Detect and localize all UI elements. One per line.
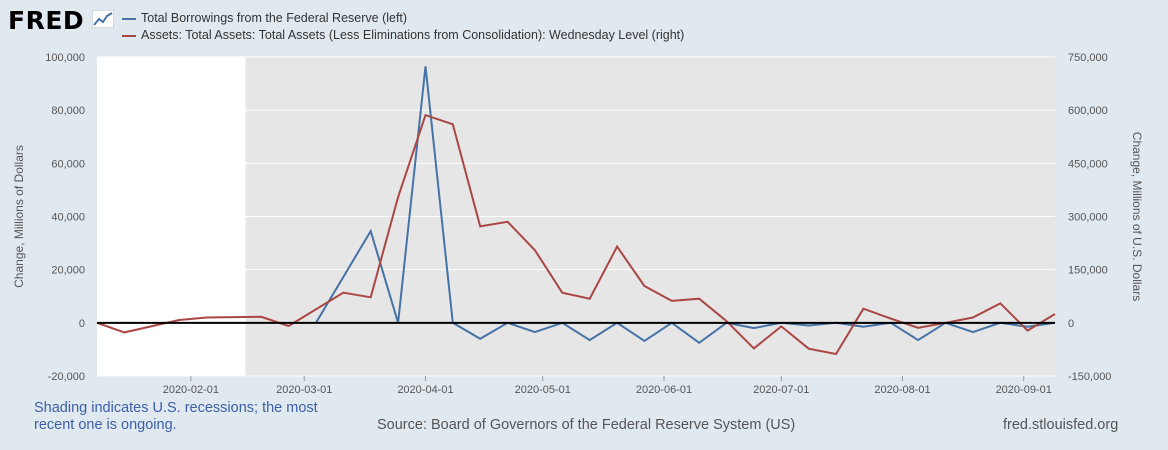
y-tick-right: -150,000 [1068, 371, 1111, 383]
y-tick-right: 300,000 [1068, 212, 1108, 224]
data-point-total-assets [260, 316, 262, 318]
fred-logo[interactable]: FRED [8, 6, 84, 36]
data-point-total-assets [999, 302, 1001, 304]
data-point-borrowings [917, 339, 919, 341]
chart: 100,000 750,000 80,000 600,000 60,000 450,000… [12, 52, 1144, 396]
legend-label-total-assets: Assets: Total Assets: Total Assets (Less… [141, 28, 685, 42]
legend-item-borrowings[interactable]: Total Borrowings from the Federal Reserv… [122, 10, 684, 27]
data-point-total-assets [616, 246, 618, 248]
data-point-total-assets [561, 292, 563, 294]
data-point-total-assets [370, 296, 372, 298]
y-tick-right: 0 [1068, 318, 1074, 330]
data-point-total-assets [1054, 313, 1056, 315]
data-point-total-assets [397, 196, 399, 198]
data-point-total-assets [123, 331, 125, 333]
legend-swatch-blue [122, 17, 136, 20]
data-point-total-assets [643, 285, 645, 287]
y-tick-right: 450,000 [1068, 158, 1108, 170]
x-tick-label: 2020-07-01 [753, 384, 809, 396]
data-point-borrowings [534, 331, 536, 333]
source-text: Source: Board of Governors of the Federa… [377, 417, 796, 433]
legend: Total Borrowings from the Federal Reserv… [122, 10, 684, 44]
data-point-total-assets [507, 221, 509, 223]
data-point-total-assets [835, 353, 837, 355]
data-point-borrowings [370, 230, 372, 232]
data-point-borrowings [862, 326, 864, 328]
series-line-total-assets [96, 113, 1056, 356]
fred-chart-icon [92, 10, 114, 28]
x-tick-label: 2020-09-01 [996, 384, 1052, 396]
data-point-total-assets [726, 320, 728, 322]
data-point-total-assets [808, 348, 810, 350]
data-point-total-assets [178, 319, 180, 321]
legend-swatch-red [122, 34, 136, 37]
y-tick-left: 40,000 [51, 212, 85, 224]
x-tick-label: 2020-08-01 [874, 384, 930, 396]
data-point-total-assets [671, 300, 673, 302]
data-point-borrowings [753, 327, 755, 329]
y-tick-right: 150,000 [1068, 265, 1108, 277]
recession-note: Shading indicates U.S. recessions; the m… [34, 400, 318, 433]
y-tick-left: 0 [79, 318, 85, 330]
data-point-borrowings [643, 340, 645, 342]
data-point-borrowings [698, 342, 700, 344]
y-tick-left: -20,000 [48, 371, 85, 383]
y-axis-label-right: Change, Millions of U.S. Dollars [1130, 132, 1144, 301]
legend-label-borrowings: Total Borrowings from the Federal Reserv… [141, 11, 408, 25]
x-tick-label: 2020-03-01 [276, 384, 332, 396]
x-tick-label: 2020-05-01 [515, 384, 571, 396]
x-tick-label: 2020-02-01 [163, 384, 219, 396]
data-point-total-assets [205, 317, 207, 319]
data-point-total-assets [342, 292, 344, 294]
series-line-borrowings [315, 66, 1056, 345]
data-point-total-assets [917, 327, 919, 329]
data-point-total-assets [972, 317, 974, 319]
y-tick-left: 60,000 [51, 158, 85, 170]
data-point-borrowings [1027, 326, 1029, 328]
y-tick-right: 750,000 [1068, 52, 1108, 64]
data-point-total-assets [753, 347, 755, 349]
x-tick-label: 2020-04-01 [397, 384, 453, 396]
data-point-borrowings [424, 65, 426, 67]
y-tick-left: 80,000 [51, 105, 85, 117]
y-axis-label-left: Change, Millions of Dollars [12, 145, 26, 288]
data-point-total-assets [698, 298, 700, 300]
y-tick-left: 20,000 [51, 265, 85, 277]
data-point-total-assets [534, 249, 536, 251]
data-point-total-assets [479, 225, 481, 227]
x-tick-label: 2020-06-01 [636, 384, 692, 396]
data-point-total-assets [890, 318, 892, 320]
data-point-borrowings [972, 331, 974, 333]
data-point-borrowings [479, 338, 481, 340]
logo-text: FRED [8, 6, 85, 35]
fred-url-link[interactable]: fred.stlouisfed.org [1003, 417, 1119, 433]
data-point-total-assets [780, 325, 782, 327]
legend-item-total-assets[interactable]: Assets: Total Assets: Total Assets (Less… [122, 27, 684, 44]
data-point-total-assets [589, 298, 591, 300]
data-point-total-assets [862, 308, 864, 310]
y-tick-left: 100,000 [45, 52, 85, 64]
data-point-total-assets [452, 123, 454, 125]
data-point-total-assets [288, 325, 290, 327]
data-point-borrowings [808, 324, 810, 326]
y-tick-right: 600,000 [1068, 105, 1108, 117]
data-point-total-assets [1027, 330, 1029, 332]
data-point-borrowings [589, 339, 591, 341]
data-point-total-assets [424, 114, 426, 116]
